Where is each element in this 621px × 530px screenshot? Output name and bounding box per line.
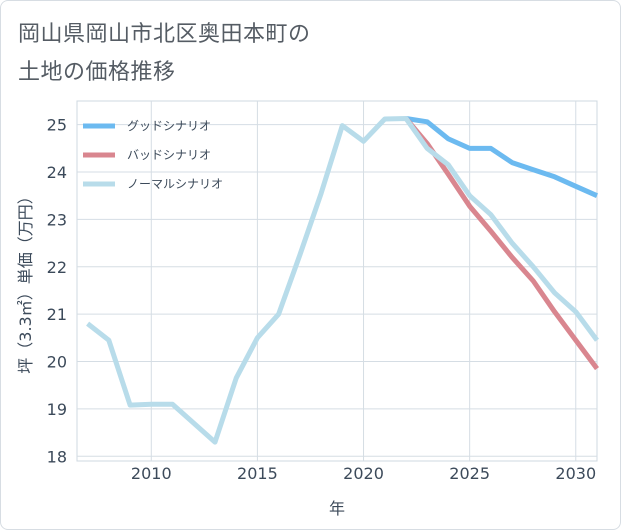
grid: [76, 100, 598, 462]
y-tick-label: 21: [47, 305, 67, 324]
y-tick-label: 23: [47, 210, 67, 229]
x-tick-label: 2015: [237, 464, 278, 483]
x-tick-label: 2025: [449, 464, 490, 483]
y-tick-label: 19: [47, 400, 67, 419]
legend-label-3: ノーマルシナリオ: [127, 177, 223, 191]
plot-frame: [76, 100, 598, 462]
y-axis-ticks: 18 19 20 21 22 23 24 25: [47, 116, 67, 467]
y-tick-label: 20: [47, 353, 67, 372]
y-tick-label: 18: [47, 447, 67, 466]
y-tick-label: 22: [47, 258, 67, 277]
y-axis-title: 坪（3.3㎡）単価（万円）: [16, 188, 35, 373]
x-axis-ticks: 2010 2015 2020 2025 2030: [131, 464, 596, 483]
y-tick-label: 25: [47, 116, 67, 135]
series-line-1: [405, 116, 599, 198]
x-tick-label: 2010: [131, 464, 172, 483]
legend-label-1: グッドシナリオ: [127, 119, 211, 133]
y-tick-label: 24: [47, 163, 67, 182]
x-tick-label: 2030: [555, 464, 596, 483]
title-line-1: 岡山県岡山市北区奥田本町の: [18, 22, 311, 47]
x-tick-label: 2020: [343, 464, 384, 483]
series-layer: [86, 116, 600, 445]
x-axis-title: 年: [329, 499, 345, 518]
legend-label-2: バッドシナリオ: [127, 148, 211, 162]
series-line-3: [86, 116, 600, 445]
chart-title: 岡山県岡山市北区奥田本町の 土地の価格推移: [18, 16, 311, 92]
title-line-2: 土地の価格推移: [18, 60, 176, 85]
